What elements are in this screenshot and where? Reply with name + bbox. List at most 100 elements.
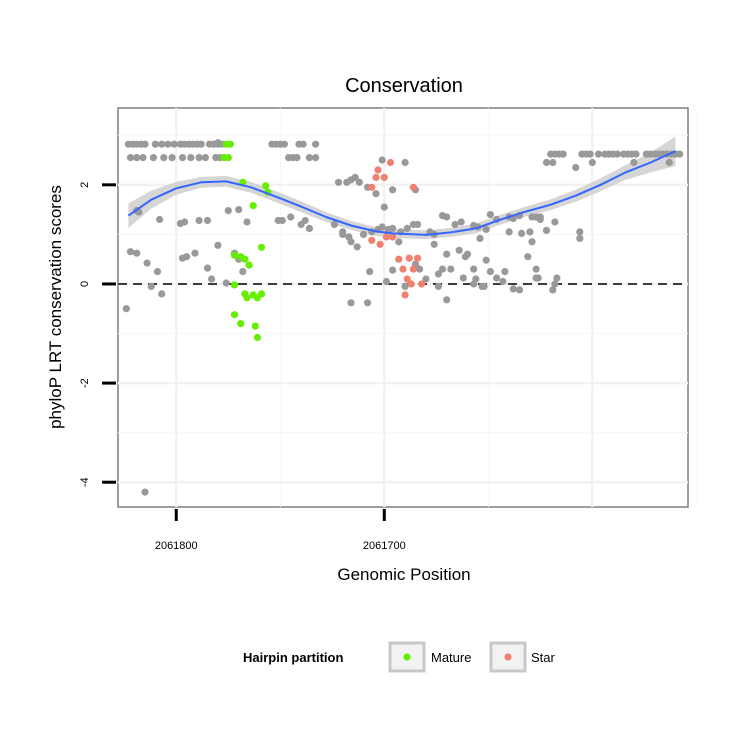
point-other	[222, 279, 230, 287]
point-other	[382, 277, 390, 286]
legend-key-star	[489, 641, 527, 673]
point-other	[551, 280, 559, 288]
point-other	[299, 140, 307, 148]
point-star	[389, 233, 397, 241]
legend-title: Hairpin partition	[243, 650, 343, 665]
point-other	[301, 216, 309, 225]
point-other	[224, 207, 232, 215]
y-axis-title: phyloP LRT conservation scores	[46, 185, 65, 429]
point-other	[153, 268, 162, 276]
point-other	[243, 218, 251, 226]
point-star	[382, 233, 390, 241]
legend: Hairpin partition Mature Star	[243, 641, 556, 673]
point-other	[156, 215, 164, 224]
point-other	[559, 150, 567, 158]
point-other	[438, 265, 447, 273]
point-other	[549, 286, 557, 294]
point-other	[197, 140, 205, 148]
point-other	[457, 218, 465, 226]
point-mature	[237, 320, 245, 328]
point-other	[632, 150, 640, 158]
point-other	[443, 250, 451, 258]
point-mature	[253, 333, 261, 342]
point-star	[395, 255, 403, 263]
point-other	[355, 178, 363, 186]
point-other	[505, 228, 513, 236]
panel-background	[117, 107, 689, 508]
point-mature	[243, 294, 251, 302]
point-mature	[230, 251, 239, 259]
point-other	[542, 158, 551, 167]
point-other	[480, 282, 488, 290]
point-star	[405, 254, 413, 262]
point-other	[305, 224, 313, 232]
point-other	[201, 154, 209, 162]
point-star	[368, 236, 376, 244]
legend-label-star: Star	[531, 650, 556, 665]
point-other	[133, 154, 141, 162]
point-star	[409, 183, 417, 191]
smooth-confidence-band	[128, 136, 676, 240]
point-star	[386, 158, 395, 167]
point-mature	[224, 154, 232, 162]
x-tick-label: 2061800	[155, 540, 198, 552]
point-other	[576, 234, 584, 242]
point-mature	[249, 202, 257, 210]
point-other	[149, 154, 157, 162]
point-other	[293, 154, 301, 162]
point-other	[214, 241, 222, 249]
point-star	[374, 166, 382, 174]
point-other	[305, 154, 313, 162]
point-star	[407, 280, 415, 288]
point-other	[126, 154, 135, 162]
point-other	[364, 299, 372, 307]
chart-title: Conservation	[345, 75, 463, 97]
y-tick-label: 0	[79, 281, 91, 287]
point-other	[366, 268, 374, 276]
point-other	[493, 274, 501, 282]
point-other	[160, 154, 168, 162]
point-other	[126, 248, 135, 256]
legend-entry-mature: Mature	[388, 641, 471, 673]
point-other	[372, 190, 380, 198]
point-other	[403, 224, 411, 232]
x-tick-label: 2061700	[363, 540, 406, 552]
point-other	[515, 286, 524, 294]
point-other	[476, 234, 484, 242]
point-other	[459, 274, 467, 282]
point-other	[187, 154, 195, 162]
point-other	[170, 140, 178, 148]
legend-key-mature	[388, 641, 426, 673]
point-other	[378, 156, 386, 164]
confidence-band	[128, 136, 676, 240]
point-other	[312, 154, 320, 162]
point-other	[676, 150, 684, 158]
point-other	[401, 158, 409, 167]
point-other	[389, 266, 397, 274]
legend-label-mature: Mature	[431, 650, 471, 665]
point-other	[235, 206, 243, 214]
point-star	[376, 240, 384, 248]
point-other	[576, 228, 584, 236]
point-other	[532, 265, 540, 273]
point-other	[280, 140, 288, 148]
point-mature	[253, 294, 261, 302]
point-other	[430, 240, 438, 248]
point-other	[526, 228, 534, 236]
point-other	[178, 154, 187, 162]
point-other	[347, 299, 355, 307]
point-other	[330, 220, 338, 229]
point-mature	[251, 322, 259, 330]
x-axis: 2061800 2061700	[155, 509, 406, 552]
y-axis: -4 -2 0 2	[79, 182, 116, 487]
point-other	[422, 275, 430, 283]
point-star	[414, 254, 422, 262]
point-other	[486, 268, 494, 276]
point-star	[372, 173, 380, 181]
point-other	[434, 282, 442, 290]
point-other	[665, 158, 673, 167]
point-other	[181, 218, 189, 226]
point-other	[536, 215, 544, 224]
point-other	[518, 229, 526, 237]
